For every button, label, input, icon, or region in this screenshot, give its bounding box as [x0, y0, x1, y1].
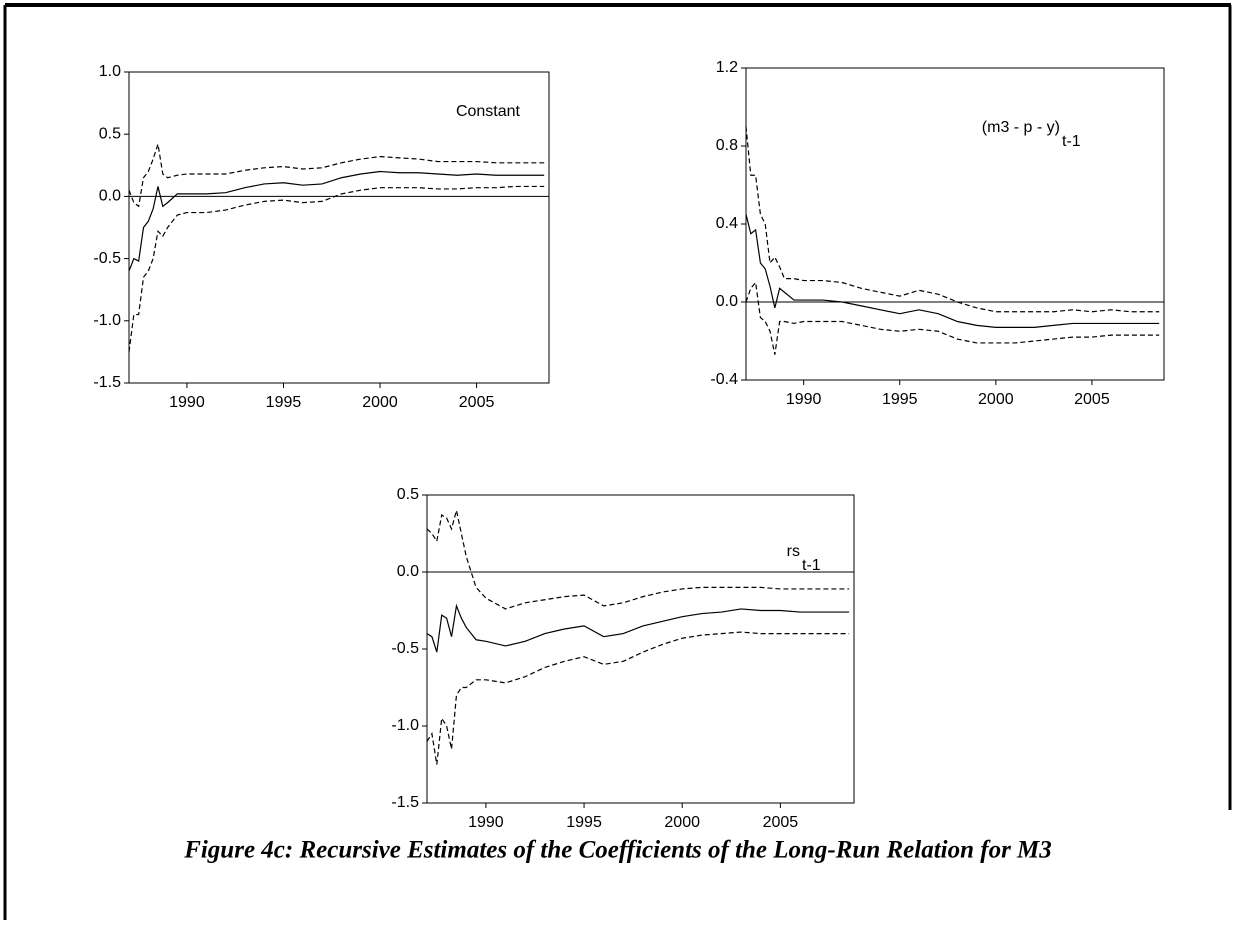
x-tick-label: 2005: [459, 394, 495, 411]
estimate-line: [745, 214, 1160, 328]
y-tick-label: 0.0: [716, 293, 738, 310]
band-line: [128, 185, 545, 352]
band-line: [426, 510, 850, 610]
y-tick-label: 0.5: [397, 486, 419, 503]
x-tick-label: 2000: [362, 394, 398, 411]
band-line: [745, 281, 1160, 355]
x-tick-label: 1995: [566, 814, 602, 831]
y-tick-label: -0.5: [93, 250, 121, 267]
y-tick-label: 1.0: [99, 63, 121, 80]
x-tick-label: 2000: [978, 391, 1014, 408]
chart: 1.2 0.8 0.4 0.0 -0.4 1990 1995 2000 2005 (m3 - p …: [710, 59, 1165, 408]
y-tick-label: -1.5: [391, 794, 419, 811]
chart: 1.0 0.5 0.0 -0.5 -1.0 -1.5 1990 1995 2000 2005 Con…: [93, 63, 550, 411]
band-line: [128, 143, 545, 208]
x-tick-label: 1995: [266, 394, 302, 411]
plot-frame: [426, 494, 855, 804]
band-line: [745, 126, 1160, 313]
annotation-subscript: t-1: [802, 557, 821, 574]
chart: 0.5 0.0 -0.5 -1.0 -1.5 1990 1995 2000 2005 rst-1: [391, 486, 855, 831]
y-tick-label: 0.5: [99, 125, 121, 142]
y-tick-label: -1.5: [93, 374, 121, 391]
x-tick-label: 2005: [763, 814, 799, 831]
caption: Figure 4c: Recursive Estimates of the Co…: [183, 837, 1052, 864]
x-tick-label: 1990: [169, 394, 205, 411]
plot-frame: [128, 71, 550, 384]
band-line: [426, 631, 850, 765]
annotation: Constant: [456, 103, 521, 120]
estimate-line: [128, 170, 545, 272]
plot-frame: [745, 67, 1165, 381]
annotation: (m3 - p - y): [982, 119, 1060, 136]
y-tick-label: -1.0: [93, 312, 121, 329]
y-tick-label: -0.5: [391, 640, 419, 657]
annotation-subscript: t-1: [1062, 133, 1081, 150]
y-tick-label: -1.0: [391, 717, 419, 734]
y-tick-label: 0.0: [397, 563, 419, 580]
y-tick-label: 0.0: [99, 188, 121, 205]
y-tick-label: 0.4: [716, 215, 738, 232]
x-tick-label: 2005: [1074, 391, 1110, 408]
x-tick-label: 1990: [786, 391, 822, 408]
annotation: rs: [787, 543, 800, 560]
x-tick-label: 2000: [664, 814, 700, 831]
y-tick-label: -0.4: [710, 371, 738, 388]
x-tick-label: 1995: [882, 391, 918, 408]
x-tick-label: 1990: [468, 814, 504, 831]
estimate-line: [426, 603, 850, 653]
y-tick-label: 1.2: [716, 59, 738, 76]
y-tick-label: 0.8: [716, 137, 738, 154]
